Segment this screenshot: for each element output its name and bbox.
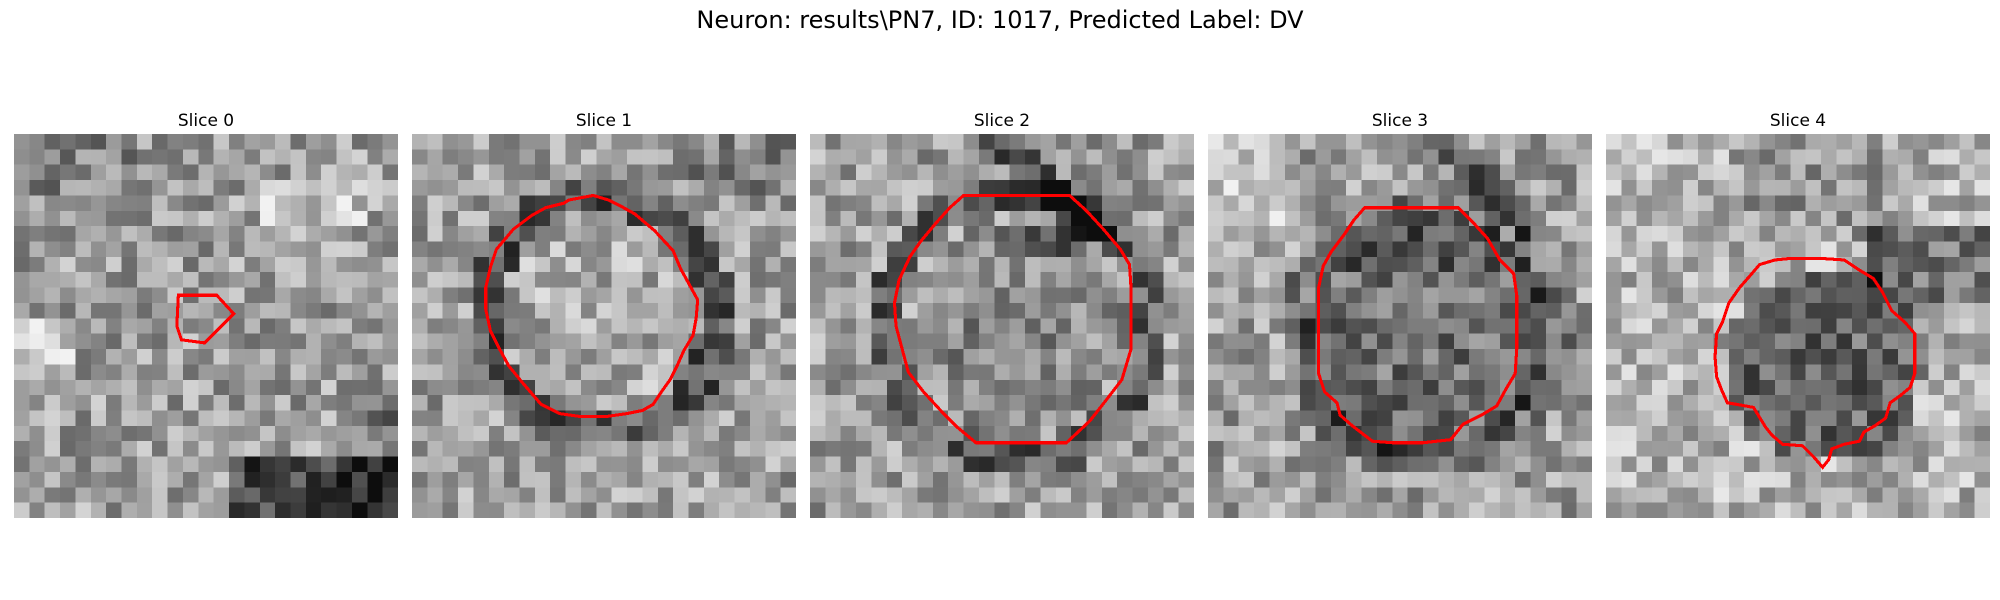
slice-image-1	[412, 134, 796, 518]
slice-panel-4: Slice 4	[1606, 108, 1990, 518]
slice-image-0	[14, 134, 398, 518]
slice-contour-4	[1713, 256, 1917, 470]
slice-contour-0	[175, 293, 236, 345]
slice-title-3: Slice 3	[1371, 111, 1429, 131]
slice-pixels-2	[810, 134, 1194, 518]
slice-title-2: Slice 2	[973, 111, 1031, 131]
slice-image-4	[1606, 134, 1990, 518]
slice-pixels-4	[1606, 134, 1990, 518]
figure-title: Neuron: results\PN7, ID: 1017, Predicted…	[696, 6, 1304, 34]
slice-contour-1	[484, 193, 700, 419]
slice-pixels-0	[14, 134, 398, 518]
slice-image-2	[810, 134, 1194, 518]
slice-panel-0: Slice 0	[14, 108, 398, 518]
slice-panel-1: Slice 1	[412, 108, 796, 518]
slice-title-1: Slice 1	[575, 111, 633, 131]
slice-panel-3: Slice 3	[1208, 108, 1592, 518]
slice-contour-2	[892, 193, 1133, 445]
slice-image-3	[1208, 134, 1592, 518]
slice-contour-3	[1317, 206, 1519, 445]
slice-panel-2: Slice 2	[810, 108, 1194, 518]
slice-pixels-1	[412, 134, 796, 518]
slice-pixels-3	[1208, 134, 1592, 518]
slice-title-4: Slice 4	[1769, 111, 1827, 131]
slice-title-0: Slice 0	[177, 111, 235, 131]
